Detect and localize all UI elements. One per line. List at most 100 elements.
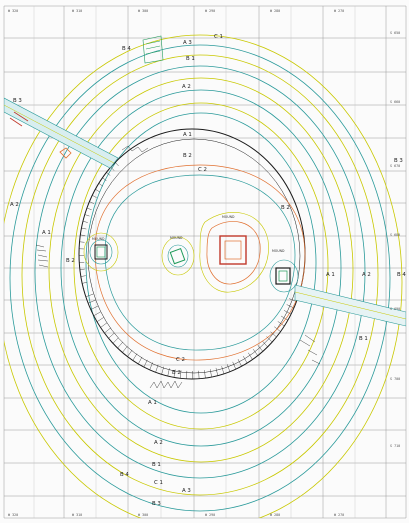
ditch-hachure <box>117 341 123 349</box>
ditch-hachure <box>102 177 107 181</box>
zone-label: A 2 <box>154 440 163 446</box>
zone-label: B 4 <box>397 272 406 278</box>
ditch-hachure <box>89 201 95 204</box>
grid-label-right: S 660 <box>390 100 400 104</box>
zone-label: A 2 <box>362 272 371 278</box>
ditch-hachure <box>289 298 297 302</box>
ditch-hachure <box>243 356 248 364</box>
zone-label: B 2 <box>172 370 181 376</box>
ditch-hachure <box>104 327 111 334</box>
ditch-hachure <box>98 183 104 187</box>
zone-label: B 1 <box>359 336 368 342</box>
ditch-hachure <box>155 364 159 373</box>
zone-label: B 3 <box>152 501 161 507</box>
grid-label-bottom: W 310 <box>72 513 82 517</box>
zone-label: B 4 <box>122 46 131 52</box>
grid-label-top: W 280 <box>270 9 280 13</box>
ditch-hachure <box>167 368 170 377</box>
grid-label-bottom: W 280 <box>270 513 280 517</box>
zone-label: A 3 <box>183 40 192 46</box>
zone-label: A 1 <box>326 272 335 278</box>
causeway-east <box>294 284 406 327</box>
contour-ring-b4 <box>9 44 391 512</box>
zone-label: A 1 <box>183 132 192 138</box>
zone-label: C 2 <box>198 167 207 173</box>
grid-labels: W 320 W 310 W 300 W 290 W 280 W 270 W 320 W 310… <box>8 9 400 517</box>
ditch-hachure <box>221 366 225 374</box>
hachure-scribbles <box>35 145 321 389</box>
grid-label-bottom: W 320 <box>8 513 18 517</box>
ditch-hachure <box>80 234 86 236</box>
ditch-hachure <box>127 349 133 357</box>
north-feature <box>142 35 164 64</box>
grid-label-right: S 680 <box>390 233 400 237</box>
center-mound: MOUND <box>161 236 195 276</box>
contour-ring-a2 <box>48 77 354 463</box>
zone-label: B 2 <box>281 205 290 211</box>
zone-label: C 2 <box>176 357 185 363</box>
contour-ring-a1 <box>73 102 329 430</box>
ditch-hachure <box>110 167 115 171</box>
main-mound-label: MOUND <box>222 215 235 219</box>
ditch-hachure <box>232 361 236 370</box>
ditch-hachure <box>227 364 231 372</box>
grid-label-right: S 650 <box>390 31 400 35</box>
grid-label-top: W 270 <box>334 9 344 13</box>
ditch-hachure <box>82 221 88 223</box>
contour-ring-b2 <box>85 112 317 414</box>
contour-ring-c1 <box>4 34 403 518</box>
center-mound-label: MOUND <box>170 236 183 240</box>
ditch-hachure <box>149 362 153 370</box>
zone-label: B 3 <box>394 158 403 164</box>
ditch-hachure <box>106 172 111 176</box>
ditch-hachure <box>115 162 119 167</box>
ditch-hachure <box>179 370 182 379</box>
ditch-hachure <box>85 293 94 297</box>
causeway-northwest <box>4 97 119 169</box>
coordinate-grid <box>3 5 407 519</box>
ditch-hachure <box>80 275 86 277</box>
ditch-hachure <box>237 359 242 367</box>
grid-label-bottom: W 290 <box>205 513 215 517</box>
ditch-hachure <box>90 305 99 310</box>
ditch-hachure <box>95 189 100 193</box>
contour-rings <box>4 34 403 518</box>
zone-label: B 1 <box>152 462 161 468</box>
west-mound-label: MOUND <box>92 237 105 241</box>
contour-ring-b3 <box>60 89 342 447</box>
contour-ring-b1 <box>34 65 366 479</box>
ditch-hachure <box>93 311 101 316</box>
east-mound: MOUND <box>269 249 299 293</box>
ditch-hachure <box>143 359 148 368</box>
ditch-hachure <box>270 331 277 338</box>
east-mound-label: MOUND <box>272 249 285 253</box>
ditch-hachure <box>257 345 263 352</box>
grid-label-top: W 320 <box>8 9 18 13</box>
ditch-hachure <box>161 366 164 375</box>
grid-label-right: S 710 <box>390 444 400 448</box>
ditch-hachure <box>100 322 108 328</box>
ditch-hachure <box>198 370 200 379</box>
grid-label-bottom: W 270 <box>334 513 344 517</box>
ditch-hachure <box>138 356 143 365</box>
ditch-hachure <box>122 346 128 353</box>
zone-label: A 2 <box>182 84 191 90</box>
zone-label: C 1 <box>214 34 223 40</box>
ditch-hachure <box>252 349 258 356</box>
ditch-hachure <box>84 214 90 217</box>
ditch-hachure <box>86 207 92 211</box>
grid-label-top: W 310 <box>72 9 82 13</box>
grid-label-right: S 700 <box>390 377 400 381</box>
ditch-hachure <box>79 268 85 270</box>
zone-label: A 1 <box>42 230 51 236</box>
ditch-hachure <box>112 337 119 344</box>
ditch-hachure <box>88 299 96 304</box>
grid-label-right: S 690 <box>390 307 400 311</box>
grid-label-right: S 670 <box>390 164 400 168</box>
west-mound: MOUND <box>83 232 119 272</box>
zone-label: A 3 <box>182 488 191 494</box>
ditch-hachure <box>215 367 218 376</box>
zone-label: B 1 <box>186 56 195 62</box>
